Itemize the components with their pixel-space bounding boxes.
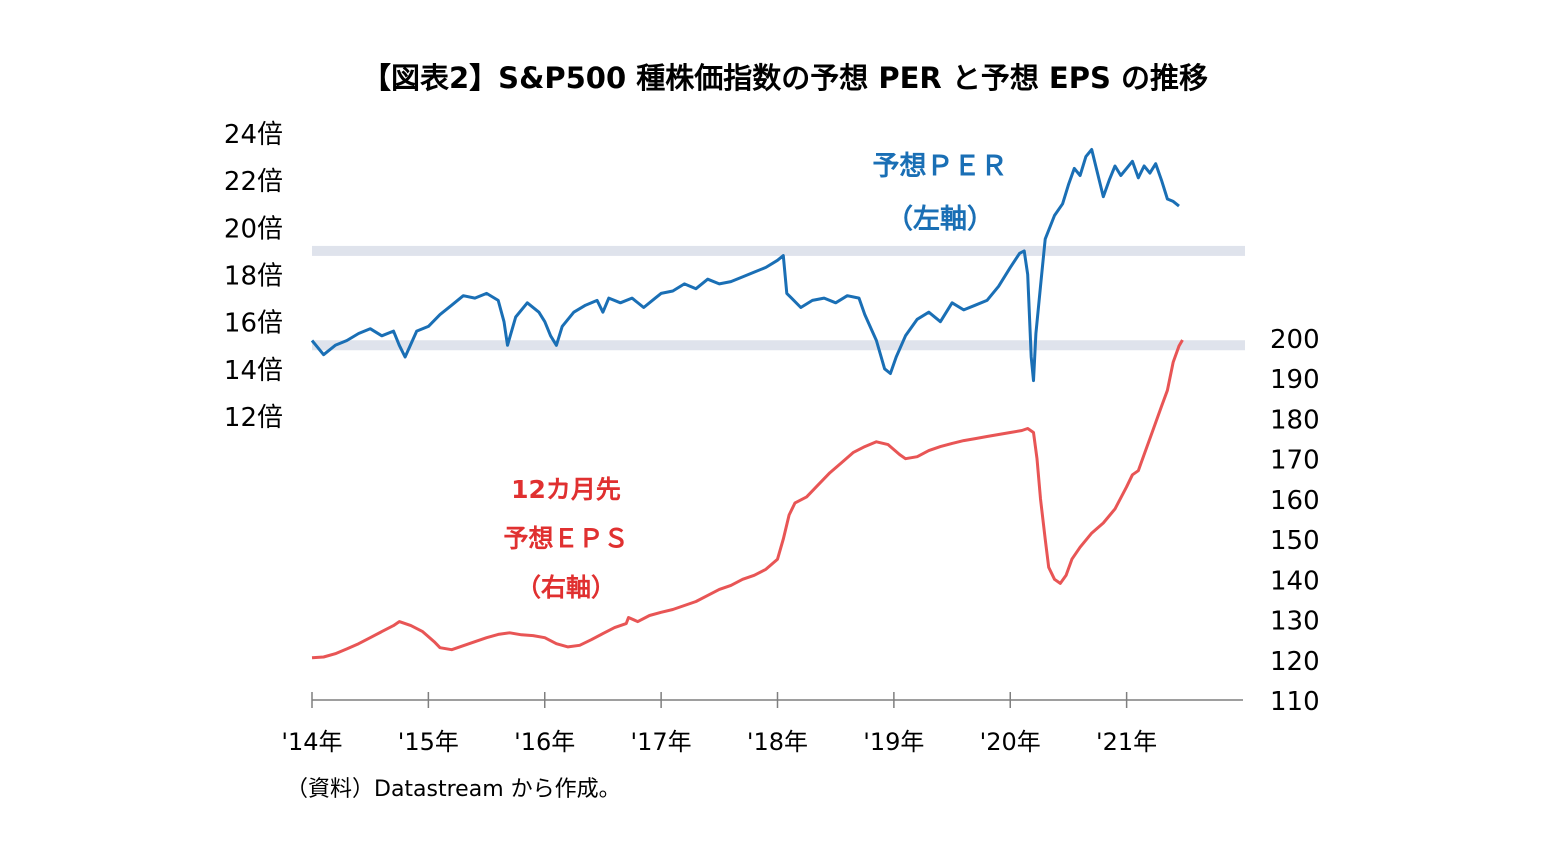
per-series-label-line1: 予想ＰＥＲ xyxy=(873,151,1008,182)
x-tick-label: '16年 xyxy=(514,728,575,756)
right-tick-label: 170 xyxy=(1270,446,1320,476)
eps-series-label-line2: 予想ＥＰＳ xyxy=(503,524,628,553)
chart-title: 【図表2】S&P500 種株価指数の予想 PER と予想 EPS の推移 xyxy=(362,61,1208,95)
eps-series-label-line3: （右軸） xyxy=(516,573,616,602)
left-tick-label: 16倍 xyxy=(224,309,283,339)
left-tick-label: 24倍 xyxy=(224,120,283,150)
left-tick-label: 22倍 xyxy=(224,167,283,197)
per-series-label-line2: （左軸） xyxy=(886,204,994,235)
x-tick-label: '21年 xyxy=(1096,728,1157,756)
left-tick-label: 18倍 xyxy=(224,262,283,292)
x-tick-label: '20年 xyxy=(980,728,1041,756)
x-tick-label: '17年 xyxy=(631,728,692,756)
right-tick-label: 130 xyxy=(1270,607,1320,637)
right-tick-label: 180 xyxy=(1270,405,1320,435)
right-axis: 200 190 180 170 160 150 140 130 120 110 xyxy=(1270,325,1320,717)
right-tick-label: 160 xyxy=(1270,486,1320,516)
right-tick-label: 120 xyxy=(1270,647,1320,677)
left-tick-label: 20倍 xyxy=(224,214,283,244)
eps-series-label-line1: 12カ月先 xyxy=(511,475,621,504)
reference-bands xyxy=(312,245,1245,351)
x-tick-label: '19年 xyxy=(863,728,924,756)
left-axis: 24倍 22倍 20倍 18倍 16倍 14倍 12倍 xyxy=(224,120,283,433)
x-axis: '14年 '15年 '16年 '17年 '18年 '19年 '20年 '21年 xyxy=(281,692,1243,756)
per-series-line xyxy=(310,148,1180,383)
x-tick-label: '14年 xyxy=(281,728,342,756)
source-note: （資料）Datastream から作成。 xyxy=(286,777,621,802)
left-tick-label: 12倍 xyxy=(224,403,283,433)
right-tick-label: 190 xyxy=(1270,365,1320,395)
reference-band-1 xyxy=(312,340,1245,351)
right-tick-label: 140 xyxy=(1270,566,1320,596)
x-tick-label: '15年 xyxy=(398,728,459,756)
left-tick-label: 14倍 xyxy=(224,356,283,386)
eps-series-line xyxy=(311,339,1184,660)
plot-lines xyxy=(310,148,1184,660)
right-tick-label: 110 xyxy=(1270,687,1320,717)
x-tick-label: '18年 xyxy=(747,728,808,756)
right-tick-label: 150 xyxy=(1270,526,1320,556)
reference-band-0 xyxy=(312,245,1245,256)
right-tick-label: 200 xyxy=(1270,325,1320,355)
